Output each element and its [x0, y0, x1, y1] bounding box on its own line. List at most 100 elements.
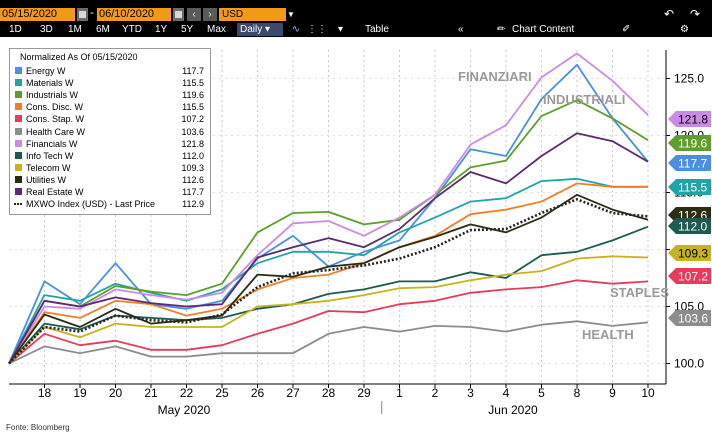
value-tag: 112.0 — [668, 218, 711, 234]
annotation-label: HEALTH — [582, 327, 634, 342]
period-5y[interactable]: 5Y — [181, 24, 194, 35]
series-line — [8, 193, 649, 365]
value-tag-label: 119.6 — [678, 137, 707, 151]
legend-item[interactable]: Materials W 115.5 — [10, 77, 210, 89]
value-tag-bg — [668, 310, 711, 326]
chart-content-button[interactable]: Chart Content — [512, 24, 575, 35]
legend-item[interactable]: Real Estate W 117.7 — [10, 186, 210, 198]
legend-item-name: Health Care W — [26, 126, 86, 137]
legend-item[interactable]: Utilities W 112.6 — [10, 174, 210, 186]
legend-item[interactable]: MXWO Index (USD) - Last Price 112.9 — [10, 198, 210, 210]
value-tag-bg — [668, 218, 711, 234]
frequency-label: Daily — [240, 24, 263, 35]
value-tag-bg — [668, 245, 711, 261]
chevron-down-icon[interactable]: ▾ — [338, 24, 344, 35]
period-6m[interactable]: 6M — [96, 24, 110, 35]
sector-line-chart: 18 19 20 21 22 25 26 27 28 29 1 2 3 4 5 8 9 10 May 2020 Jun… — [8, 50, 711, 417]
value-tag-label: 112.0 — [678, 220, 707, 234]
legend-item[interactable]: Info Tech W 112.0 — [10, 150, 210, 162]
calendar-icon[interactable] — [173, 8, 184, 21]
value-tag: 103.6 — [668, 310, 711, 326]
period-1m[interactable]: 1M — [68, 24, 82, 35]
line-chart-icon[interactable]: ∿ — [291, 24, 301, 35]
legend-item[interactable]: Financials W 121.8 — [10, 138, 210, 150]
legend-item[interactable]: Telecom W 109.3 — [10, 162, 210, 174]
series-line — [8, 198, 649, 365]
x-tick-label: 26 — [251, 386, 265, 400]
legend-item[interactable]: Industrials W 119.6 — [10, 89, 210, 101]
undo-icon[interactable]: ↶ — [664, 7, 675, 21]
gear-icon[interactable]: ⚙ — [680, 24, 689, 35]
period-3d[interactable]: 3D — [40, 24, 53, 35]
chevron-left-icon[interactable]: ‹ — [187, 8, 201, 21]
x-tick-label: 29 — [357, 386, 371, 400]
series-line — [8, 182, 648, 365]
legend-item[interactable]: Energy W 117.7 — [10, 65, 210, 77]
x-tick-label: 1 — [396, 386, 403, 400]
annotation-label: INDUSTRIALI — [543, 92, 625, 107]
legend-item[interactable]: Cons. Stap. W 107.2 — [10, 113, 210, 125]
value-tag-label: 103.6 — [678, 312, 708, 326]
legend-swatch — [15, 91, 22, 99]
double-chevron-left-icon[interactable]: « — [458, 24, 464, 35]
legend-item-name: Info Tech W — [26, 150, 74, 161]
redo-icon[interactable]: ↷ — [690, 7, 701, 21]
start-date-field[interactable]: 05/15/2020 — [0, 8, 75, 21]
edit-icon[interactable]: ✏ — [497, 24, 506, 35]
value-tags: 121.8119.6117.7115.5112.6112.0109.3107.2… — [668, 111, 711, 326]
period-max[interactable]: Max — [207, 24, 226, 35]
legend-swatch — [15, 79, 22, 87]
legend-swatch — [14, 203, 22, 206]
calendar-icon[interactable] — [77, 8, 88, 21]
value-tag-label: 117.7 — [678, 157, 707, 171]
legend-swatch — [15, 127, 22, 135]
x-tick-label: 28 — [322, 386, 336, 400]
period-1y[interactable]: 1Y — [155, 24, 168, 35]
value-tag: 117.7 — [668, 155, 711, 171]
y-tick-label: 125.0 — [674, 71, 704, 85]
x-tick-label: 9 — [609, 386, 616, 400]
legend-item-name: Materials W — [26, 78, 74, 89]
legend-item-name: Real Estate W — [26, 187, 84, 197]
table-button[interactable]: Table — [365, 24, 389, 35]
value-tag-label: 107.2 — [678, 270, 708, 284]
toolbar-row-periods: 1D 3D 1M 6M YTD 1Y 5Y Max Daily ▾ ∿ ⋮⋮ ▾… — [0, 22, 712, 37]
value-tag-bg — [668, 135, 711, 151]
candlestick-icon[interactable]: ⋮⋮ — [307, 24, 327, 35]
legend-item-value: 112.0 — [182, 150, 204, 161]
chevron-down-icon[interactable]: ▼ — [286, 8, 296, 21]
legend-item-name: MXWO Index (USD) - Last Price — [26, 199, 156, 210]
legend-item[interactable]: Cons. Disc. W 115.5 — [10, 101, 210, 113]
legend-item-value: 107.2 — [181, 114, 204, 125]
period-ytd[interactable]: YTD — [122, 24, 142, 35]
series-line — [8, 279, 649, 365]
legend-title: Normalized As Of 05/15/2020 — [20, 52, 138, 62]
series-line — [8, 99, 649, 364]
x-tick-label: 5 — [538, 386, 545, 400]
end-date-field[interactable]: 06/10/2020 — [97, 8, 171, 21]
value-tag-bg — [668, 155, 711, 171]
value-tag-label: 109.3 — [678, 247, 708, 261]
legend-item-name: Utilities W — [26, 174, 66, 185]
chart-grid — [9, 50, 666, 384]
value-tag: 115.5 — [668, 179, 711, 195]
value-tag-bg — [668, 179, 711, 195]
x-tick-label: 22 — [180, 386, 194, 400]
frequency-select[interactable]: Daily ▾ — [237, 23, 283, 36]
legend-item[interactable]: Health Care W 103.6 — [10, 126, 210, 138]
x-tick-label: 3 — [467, 386, 474, 400]
period-1d[interactable]: 1D — [9, 24, 22, 35]
legend-item-name: Financials W — [26, 138, 78, 149]
legend-swatch — [15, 139, 22, 147]
value-tag: 107.2 — [668, 268, 711, 284]
series-line — [8, 177, 648, 364]
currency-field[interactable]: USD — [219, 8, 286, 21]
legend-item-name: Telecom W — [26, 162, 71, 173]
chevron-right-icon[interactable]: › — [203, 8, 217, 21]
legend-swatch — [15, 67, 22, 74]
x-tick-label: 2 — [432, 386, 439, 400]
legend-item-name: Cons. Disc. W — [26, 102, 84, 113]
source-note: Fonte: Bloomberg — [6, 423, 70, 432]
pencil-icon[interactable]: ✐ — [622, 24, 631, 35]
x-tick-label: 25 — [215, 386, 229, 400]
